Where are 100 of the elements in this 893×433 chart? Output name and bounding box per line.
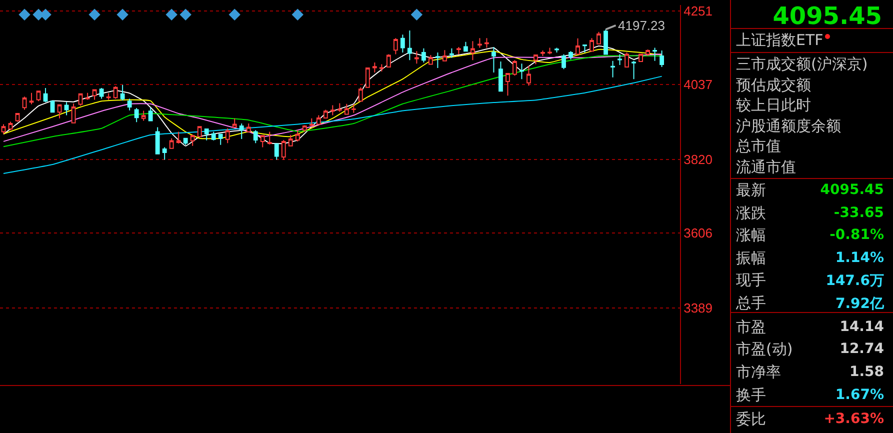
candlestick [22, 96, 27, 110]
candlestick [148, 107, 153, 122]
candlestick [274, 143, 279, 160]
candlestick [176, 131, 181, 144]
candlestick [358, 86, 363, 102]
candlestick [288, 134, 293, 146]
candlestick [484, 38, 489, 48]
candlestick [590, 38, 594, 52]
candlestick [253, 130, 258, 144]
y-tick-label: 4037 [684, 77, 713, 92]
candlestick [632, 60, 636, 80]
candlestick [638, 54, 643, 62]
candlestick [211, 131, 216, 141]
candlestick [239, 123, 244, 140]
text: 市净率 [736, 363, 781, 382]
candlestick [492, 46, 496, 74]
text: -0.81% [830, 227, 884, 243]
text: 涨跌 [736, 204, 766, 223]
candlestick [582, 44, 587, 54]
candlestick [316, 114, 321, 125]
candlestick [562, 54, 566, 70]
candlestick [127, 98, 132, 111]
candlestick [400, 34, 405, 54]
text: 147.6万 [826, 272, 884, 290]
candlestick [260, 135, 265, 148]
candlestick [330, 104, 335, 116]
candlestick [113, 86, 118, 100]
candlestick [568, 50, 573, 60]
text: 总手 [736, 294, 766, 313]
text: 市盈 [736, 318, 766, 337]
candlestick [576, 38, 580, 55]
candlestick [190, 134, 195, 146]
candlestick [506, 73, 510, 96]
text: 振幅 [736, 249, 766, 268]
candlestick [162, 146, 167, 160]
candlestick [365, 68, 370, 88]
text: 换手 [736, 386, 766, 405]
candlestick [15, 113, 20, 122]
text: 上证指数ETF [736, 31, 824, 50]
candlestick [548, 47, 552, 55]
candlestick [169, 138, 174, 149]
candlestick [393, 38, 398, 55]
candlestick [372, 62, 377, 74]
text: 7.92亿 [835, 295, 884, 313]
candlestick [526, 65, 531, 86]
text: 1.58 [849, 364, 884, 380]
candlestick [646, 48, 650, 56]
text: 4095.45 [820, 182, 884, 198]
candlestick [218, 134, 223, 146]
candlestick [78, 93, 83, 106]
candlestick [85, 92, 90, 100]
text: 现手 [736, 271, 766, 290]
candlestick [421, 48, 426, 64]
candlestick [71, 103, 76, 124]
candlestick [92, 89, 97, 100]
candlestick [596, 31, 601, 44]
candlestick [36, 90, 41, 102]
candlestick [470, 40, 475, 61]
candlestick [414, 50, 419, 64]
text: 1.14% [835, 250, 884, 266]
candlestick [302, 124, 307, 132]
text: 12.74 [840, 341, 884, 357]
text: -33.65 [834, 205, 884, 221]
y-tick-label: 3389 [684, 300, 713, 316]
candlestick [428, 54, 433, 65]
candlestick [624, 52, 629, 68]
text: 较上日此时 [736, 96, 811, 115]
candlestick [435, 52, 440, 69]
candlestick [204, 128, 209, 141]
candlestick [106, 92, 111, 100]
candlestick [64, 102, 69, 116]
candlestick [344, 103, 349, 115]
candlestick [407, 30, 412, 61]
candlestick [610, 60, 615, 78]
candlestick [534, 54, 538, 65]
candlestick [120, 84, 125, 101]
candlestick [554, 47, 559, 54]
candlestick [246, 123, 251, 132]
annotation: 4197.23 [618, 18, 665, 33]
line-series [3, 76, 662, 174]
text: 1.67% [835, 387, 884, 403]
candlestick [442, 50, 447, 62]
text: 总市值 [736, 137, 781, 156]
candlestick [463, 41, 468, 52]
candlestick [232, 118, 237, 128]
candlestick [141, 110, 146, 122]
candlestick [183, 138, 188, 146]
candlestick [652, 47, 657, 62]
text: 三市成交额(沪深京) [736, 55, 868, 74]
text: 最新 [736, 181, 766, 200]
candlestick [197, 126, 202, 138]
candlestick [456, 46, 461, 55]
candlestick [478, 38, 482, 48]
candlestick [225, 128, 230, 144]
text: 委比 [736, 410, 766, 429]
candlestick [99, 88, 104, 100]
candlestick [618, 54, 622, 66]
candlestick [43, 88, 48, 103]
candlestick [351, 104, 356, 114]
text: 4095.45 [772, 2, 882, 30]
